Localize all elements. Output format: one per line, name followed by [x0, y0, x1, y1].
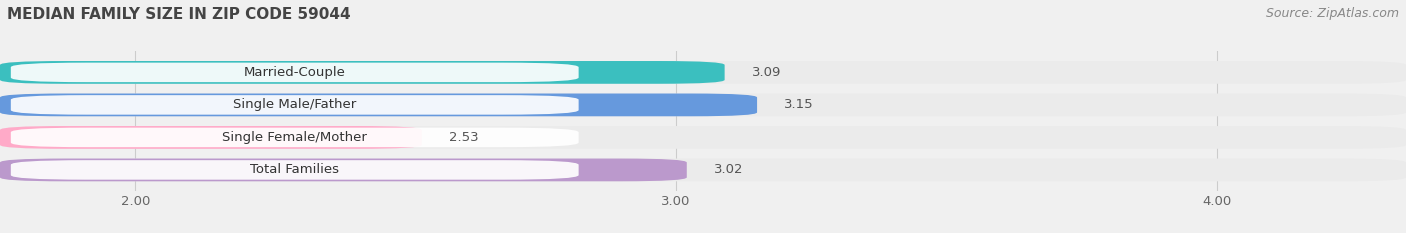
FancyBboxPatch shape — [0, 61, 1406, 84]
FancyBboxPatch shape — [11, 128, 579, 147]
FancyBboxPatch shape — [0, 158, 686, 181]
Text: Single Male/Father: Single Male/Father — [233, 98, 356, 111]
FancyBboxPatch shape — [11, 160, 579, 180]
Text: 3.02: 3.02 — [714, 163, 744, 176]
Text: 2.53: 2.53 — [449, 131, 478, 144]
FancyBboxPatch shape — [0, 93, 1406, 116]
Text: Total Families: Total Families — [250, 163, 339, 176]
Text: MEDIAN FAMILY SIZE IN ZIP CODE 59044: MEDIAN FAMILY SIZE IN ZIP CODE 59044 — [7, 7, 350, 22]
Text: Married-Couple: Married-Couple — [243, 66, 346, 79]
FancyBboxPatch shape — [0, 126, 1406, 149]
Text: 3.15: 3.15 — [785, 98, 814, 111]
FancyBboxPatch shape — [0, 93, 756, 116]
FancyBboxPatch shape — [0, 61, 724, 84]
FancyBboxPatch shape — [0, 158, 1406, 181]
FancyBboxPatch shape — [11, 63, 579, 82]
Text: 3.09: 3.09 — [752, 66, 782, 79]
FancyBboxPatch shape — [11, 95, 579, 115]
FancyBboxPatch shape — [0, 126, 422, 149]
Text: Single Female/Mother: Single Female/Mother — [222, 131, 367, 144]
Text: Source: ZipAtlas.com: Source: ZipAtlas.com — [1265, 7, 1399, 20]
